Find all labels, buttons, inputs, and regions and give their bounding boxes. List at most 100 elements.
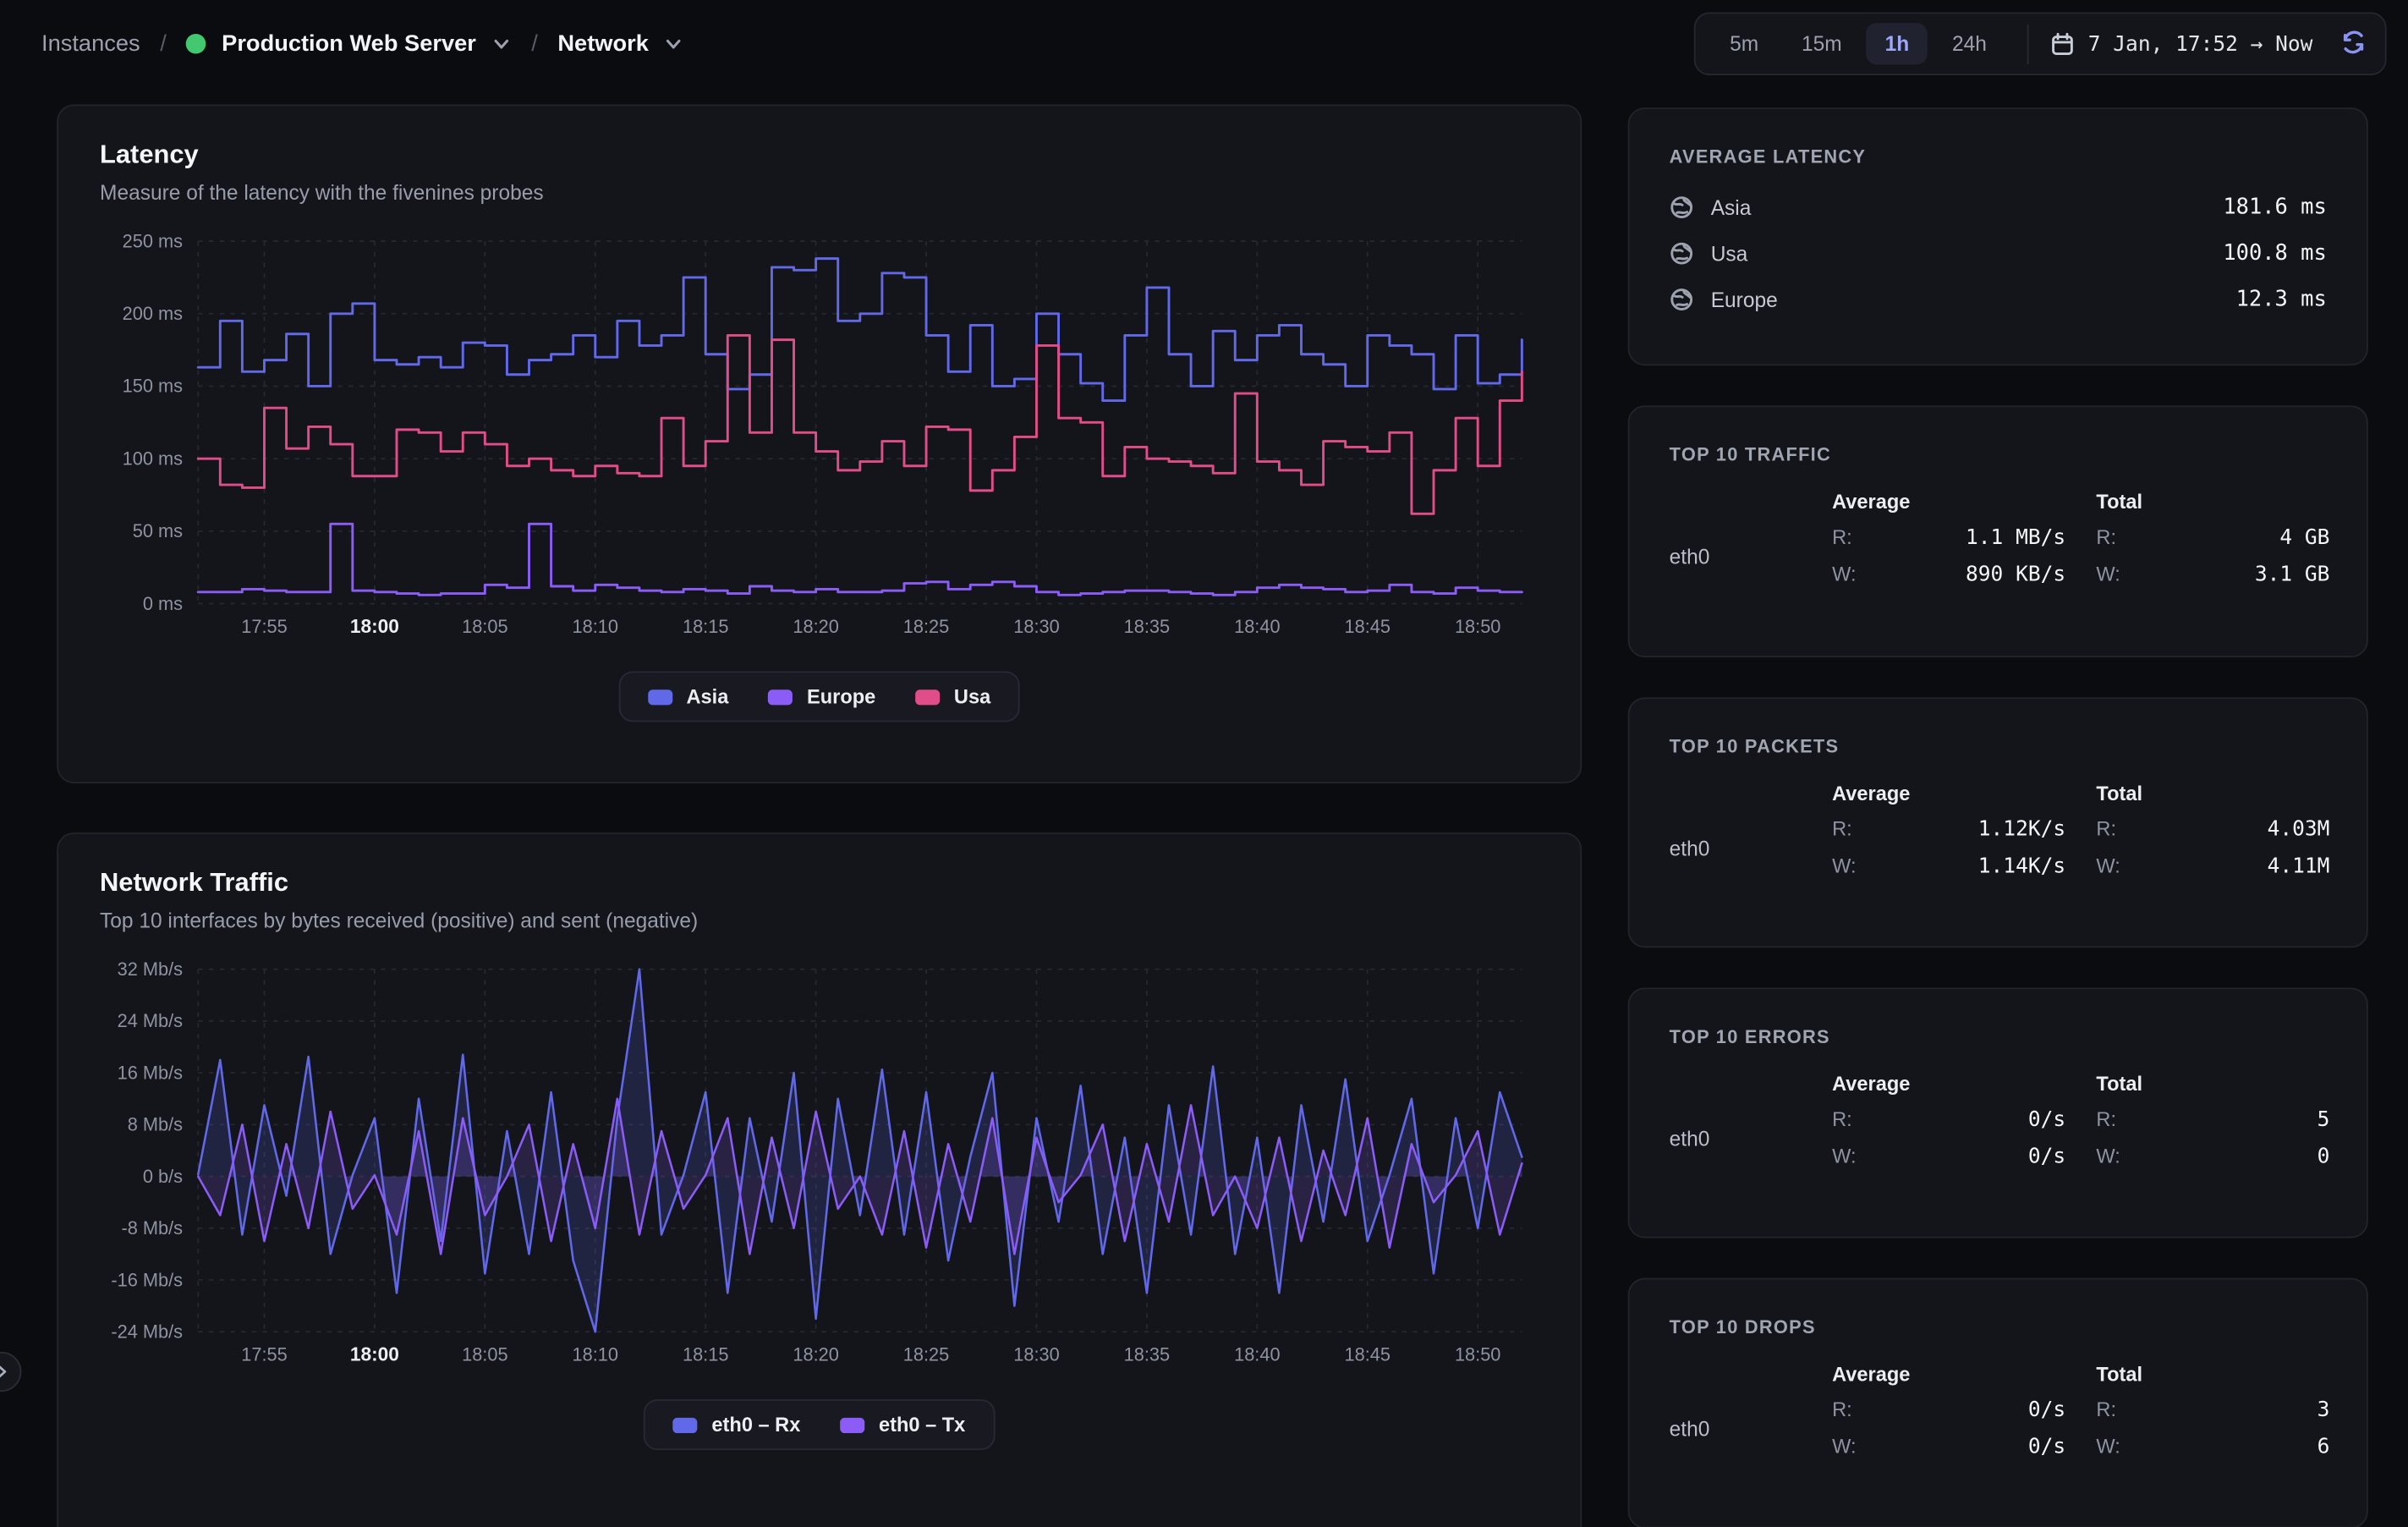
time-range-5m[interactable]: 5m xyxy=(1711,23,1777,64)
svg-text:-24 Mb/s: -24 Mb/s xyxy=(111,1321,183,1342)
legend-label: Asia xyxy=(686,684,729,709)
r-label: R: xyxy=(1832,525,1852,549)
legend-label: Europe xyxy=(806,684,876,709)
section-selector-network[interactable]: Network xyxy=(557,30,683,57)
main-content: Latency Measure of the latency with the … xyxy=(0,87,2408,1527)
total-read-value: 5 xyxy=(2317,1107,2330,1133)
time-range-24h[interactable]: 24h xyxy=(1934,23,2005,64)
top-bar: Instances / Production Web Server / Netw… xyxy=(0,0,2408,87)
r-label: R: xyxy=(2096,1398,2117,1421)
avg-write-value: 0/s xyxy=(2027,1434,2066,1459)
top-errors-table: Average Total eth0 R: 0/s R: 5 W: 0/s W: 0 xyxy=(1670,1072,2330,1169)
legend-item-usa[interactable]: Usa xyxy=(915,684,991,709)
traffic-legend: eth0 – Rx eth0 – Tx xyxy=(100,1399,1539,1451)
breadcrumb: Instances / Production Web Server / Netw… xyxy=(41,30,684,57)
w-label: W: xyxy=(1832,1144,1857,1167)
legend-label: eth0 – Rx xyxy=(711,1413,801,1436)
top-packets-card: TOP 10 PACKETS Average Total eth0 R: 1.12… xyxy=(1627,697,2368,948)
total-write-value: 4.11M xyxy=(2267,854,2330,879)
latency-row-asia: Asia 181.6 ms xyxy=(1670,195,2327,220)
w-label: W: xyxy=(1832,854,1857,877)
svg-text:32 Mb/s: 32 Mb/s xyxy=(118,958,184,980)
svg-text:18:25: 18:25 xyxy=(903,1344,949,1365)
r-label: R: xyxy=(2096,816,2117,841)
region-label: Asia xyxy=(1710,195,1752,219)
col-average: Average xyxy=(1832,1362,1911,1386)
svg-text:18:45: 18:45 xyxy=(1345,616,1390,637)
avg-write-value: 890 KB/s xyxy=(1966,562,2066,587)
chevron-down-icon xyxy=(494,39,509,49)
svg-text:18:20: 18:20 xyxy=(793,616,838,637)
time-range-15m[interactable]: 15m xyxy=(1783,23,1860,64)
svg-text:18:00: 18:00 xyxy=(350,615,399,637)
section-name: Network xyxy=(557,30,649,58)
svg-text:17:55: 17:55 xyxy=(241,1344,287,1365)
controls-divider xyxy=(2027,24,2028,64)
w-label: W: xyxy=(1832,1434,1857,1458)
legend-item-eth0-rx[interactable]: eth0 – Rx xyxy=(673,1413,800,1436)
globe-icon xyxy=(1670,288,1693,310)
latency-chart: 250 ms 200 ms 150 ms 100 ms 50 ms 0 ms 17:55 18… xyxy=(123,230,1523,637)
date-range-picker[interactable]: 7 Jan, 17:52 → Now xyxy=(2049,31,2312,56)
avg-write-value: 0/s xyxy=(2027,1144,2066,1169)
top-drops-title: TOP 10 DROPS xyxy=(1669,1316,1816,1338)
top-traffic-title: TOP 10 TRAFFIC xyxy=(1669,443,1831,466)
total-read-value: 4 GB xyxy=(2279,525,2330,551)
svg-text:18:30: 18:30 xyxy=(1013,616,1059,637)
svg-text:18:00: 18:00 xyxy=(350,1343,399,1365)
svg-text:18:50: 18:50 xyxy=(1455,616,1500,637)
svg-text:-16 Mb/s: -16 Mb/s xyxy=(111,1269,183,1290)
instance-selector[interactable]: Production Web Server xyxy=(186,30,511,57)
rx-swatch xyxy=(673,1416,699,1433)
legend-label: Usa xyxy=(953,684,991,709)
calendar-icon xyxy=(2051,31,2073,55)
r-label: R: xyxy=(1832,1398,1852,1421)
traffic-card-subtitle: Top 10 interfaces by bytes received (pos… xyxy=(100,909,699,933)
avg-read-value: 1.1 MB/s xyxy=(1966,525,2066,551)
latency-card-subtitle: Measure of the latency with the fivenine… xyxy=(100,181,544,205)
usa-swatch xyxy=(915,689,941,705)
charts-column: Latency Measure of the latency with the … xyxy=(57,104,1582,1527)
asia-swatch xyxy=(648,689,673,705)
col-total: Total xyxy=(2096,490,2143,514)
legend-item-eth0-tx[interactable]: eth0 – Tx xyxy=(840,1413,966,1436)
region-value: 181.6 ms xyxy=(2223,195,2327,220)
avg-write-value: 1.14K/s xyxy=(1977,854,2066,879)
chevron-right-icon xyxy=(0,1365,7,1378)
time-controls: 5m 15m 1h 24h 7 Jan, 17:52 → Now xyxy=(1694,12,2387,75)
tx-swatch xyxy=(840,1416,865,1433)
top-traffic-table: Average Total eth0 R: 1.1 MB/s R: 4 GB W: 8… xyxy=(1670,490,2330,587)
svg-text:150 ms: 150 ms xyxy=(123,376,183,397)
w-label: W: xyxy=(2096,854,2120,877)
svg-text:18:45: 18:45 xyxy=(1345,1344,1390,1365)
avg-read-value: 1.12K/s xyxy=(1977,816,2066,843)
refresh-button[interactable] xyxy=(2337,25,2369,63)
top-drops-card: TOP 10 DROPS Average Total eth0 R: 0/s R:… xyxy=(1627,1277,2368,1527)
date-range-text: 7 Jan, 17:52 → Now xyxy=(2087,31,2313,57)
traffic-chart: 32 Mb/s 24 Mb/s 16 Mb/s 8 Mb/s 0 b/s -8 Mb/s -… xyxy=(111,958,1523,1365)
stats-column: AVERAGE LATENCY Asia 181.6 ms xyxy=(1627,104,2368,1527)
col-average: Average xyxy=(1832,1072,1911,1096)
time-range-1h[interactable]: 1h xyxy=(1866,23,1928,65)
svg-text:0 ms: 0 ms xyxy=(143,593,183,614)
svg-text:18:05: 18:05 xyxy=(462,1344,507,1365)
latency-row-usa: Usa 100.8 ms xyxy=(1670,241,2327,266)
refresh-icon xyxy=(2343,30,2364,53)
col-total: Total xyxy=(2096,782,2143,805)
legend-item-europe[interactable]: Europe xyxy=(768,684,876,709)
legend-item-asia[interactable]: Asia xyxy=(648,685,728,708)
r-label: R: xyxy=(1832,816,1852,841)
legend-label: eth0 – Tx xyxy=(878,1413,966,1436)
total-write-value: 3.1 GB xyxy=(2254,562,2330,587)
globe-icon xyxy=(1670,242,1693,265)
globe-icon xyxy=(1670,196,1693,219)
breadcrumb-instances-link[interactable]: Instances xyxy=(41,30,140,58)
svg-text:16 Mb/s: 16 Mb/s xyxy=(118,1062,184,1083)
traffic-card-title: Network Traffic xyxy=(100,867,289,898)
avg-read-value: 0/s xyxy=(2027,1398,2066,1423)
w-label: W: xyxy=(1832,562,1857,585)
r-label: R: xyxy=(1832,1107,1852,1131)
svg-text:200 ms: 200 ms xyxy=(123,303,183,324)
r-label: R: xyxy=(2096,1107,2117,1131)
